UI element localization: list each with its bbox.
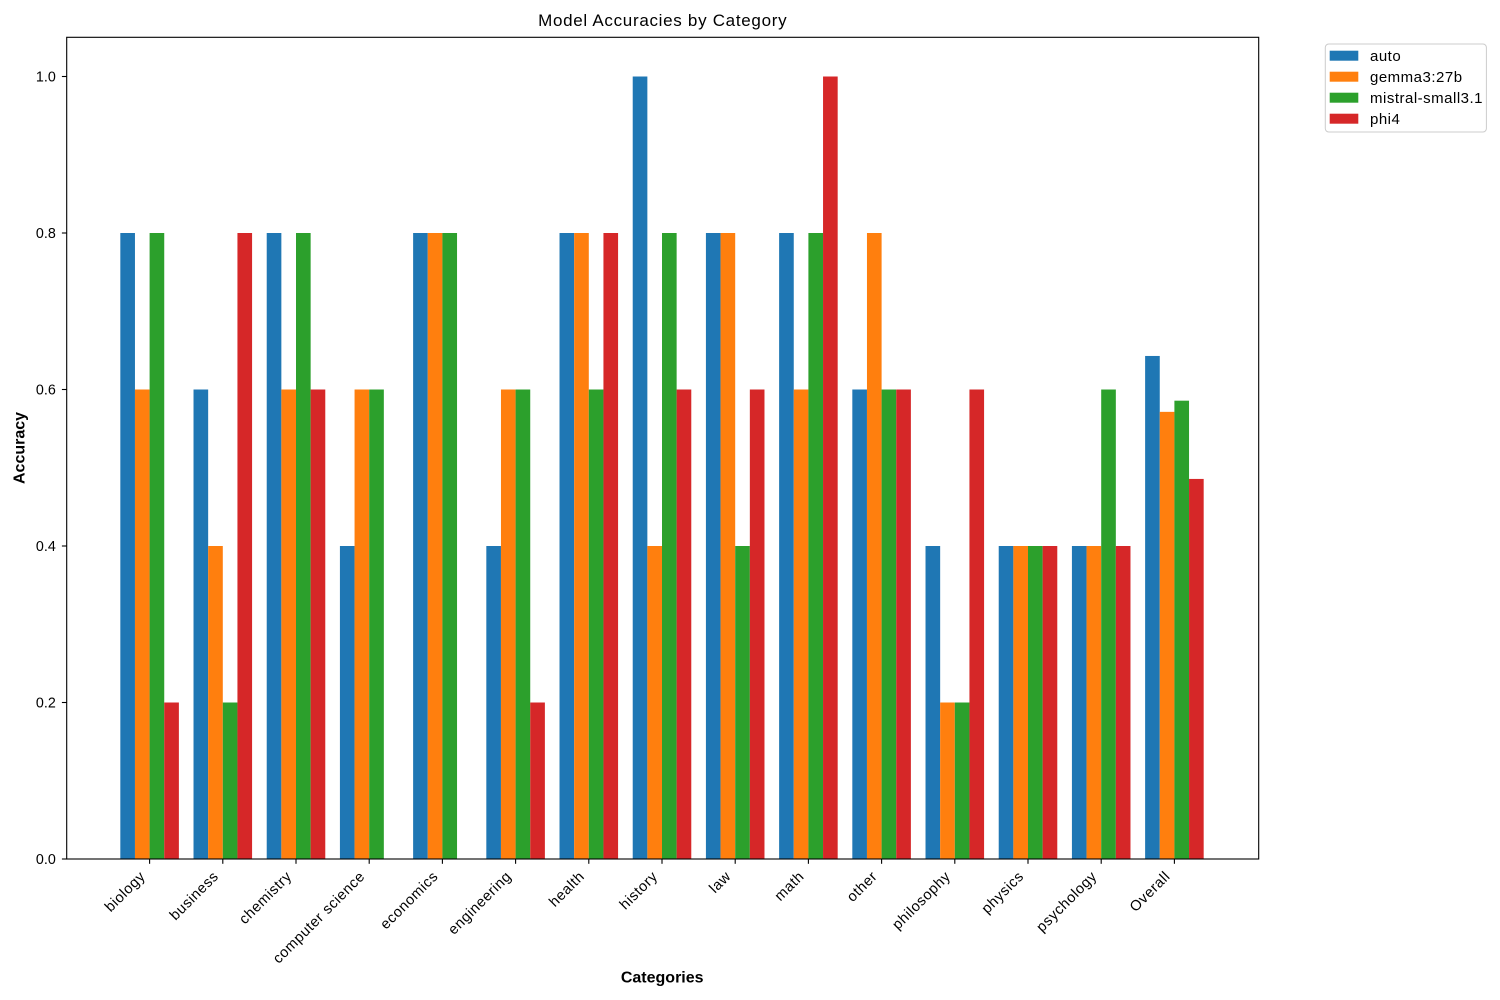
svg-text:phi4: phi4 [1370, 111, 1400, 128]
svg-text:Accuracy: Accuracy [12, 412, 29, 484]
svg-text:auto: auto [1370, 48, 1401, 65]
svg-text:0.0: 0.0 [36, 852, 56, 868]
svg-text:mistral-small3.1: mistral-small3.1 [1370, 90, 1483, 107]
svg-text:1.0: 1.0 [36, 70, 56, 86]
svg-text:0.6: 0.6 [36, 383, 56, 399]
svg-text:Model Accuracies by Category: Model Accuracies by Category [538, 11, 787, 30]
svg-text:0.8: 0.8 [36, 226, 56, 242]
svg-text:0.4: 0.4 [36, 539, 56, 555]
svg-text:Categories: Categories [621, 969, 704, 986]
svg-text:0.2: 0.2 [36, 696, 56, 712]
svg-text:gemma3:27b: gemma3:27b [1370, 69, 1463, 86]
